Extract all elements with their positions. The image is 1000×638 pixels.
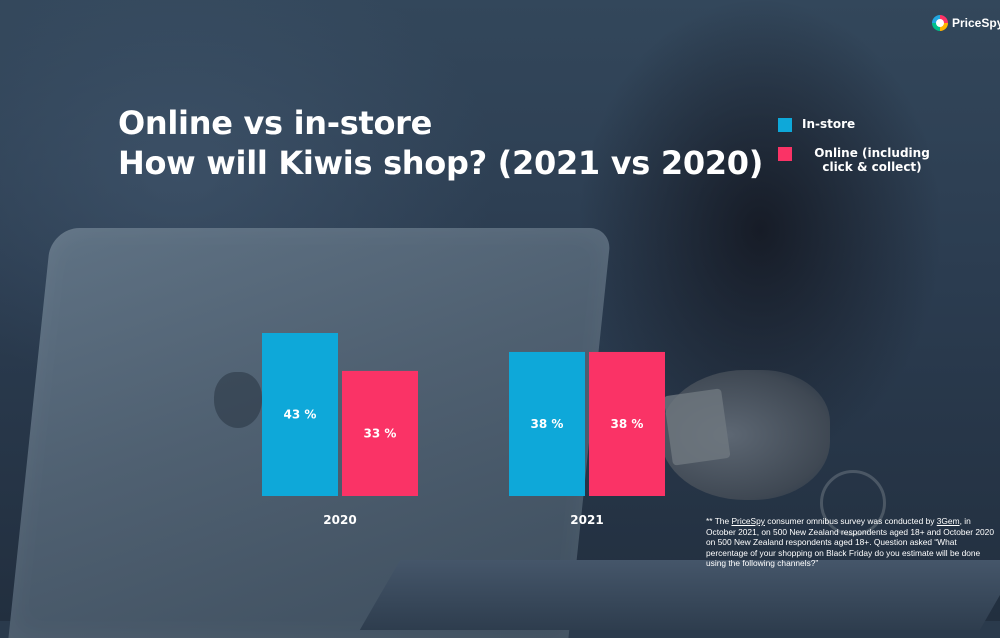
watch-photo [820, 470, 886, 536]
bar-chart: 43 % 33 % 2020 38 % 38 % 2021 [262, 333, 665, 527]
apple-logo-icon [214, 372, 262, 428]
legend-swatch-in-store [778, 118, 792, 132]
chart-title-line-2: How will Kiwis shop? (2021 vs 2020) [118, 144, 764, 182]
data-label-online-2020: 33 % [364, 426, 397, 440]
bar-in-store-2021 [509, 351, 585, 496]
data-label-in-store-2020: 43 % [284, 408, 317, 422]
pricespy-logo: PriceSpy [932, 15, 1000, 31]
footnote-mid: consumer omnibus survey was conducted by [764, 516, 937, 526]
legend-label-in-store: In-store [802, 117, 856, 131]
data-label-online-2021: 38 % [611, 417, 644, 431]
legend-label-online: Online (including click & collect) [814, 146, 930, 174]
bar-online-2021 [589, 351, 665, 496]
legend-item-online: Online (including click & collect) [778, 146, 942, 174]
footnote-link-pricespy[interactable]: PriceSpy [731, 516, 765, 526]
footnote-rest: , in October 2021, on 500 New Zealand re… [706, 516, 994, 568]
bar-in-store-2020 [262, 333, 338, 496]
pricespy-logo-icon [932, 15, 948, 31]
category-label-2020: 2020 [323, 513, 356, 527]
legend-item-in-store: In-store [778, 117, 855, 132]
bar-online-2020 [342, 370, 418, 496]
chart-title-line-1: Online vs in-store [118, 104, 433, 142]
footnote-prefix: ** The [706, 516, 732, 526]
survey-footnote: ** The PriceSpy consumer omnibus survey … [706, 516, 994, 569]
legend-swatch-online [778, 147, 792, 161]
footnote-link-3gem[interactable]: 3Gem [936, 516, 960, 526]
data-label-in-store-2021: 38 % [531, 417, 564, 431]
brand-name: PriceSpy [952, 16, 1000, 30]
category-label-2021: 2021 [570, 513, 603, 527]
